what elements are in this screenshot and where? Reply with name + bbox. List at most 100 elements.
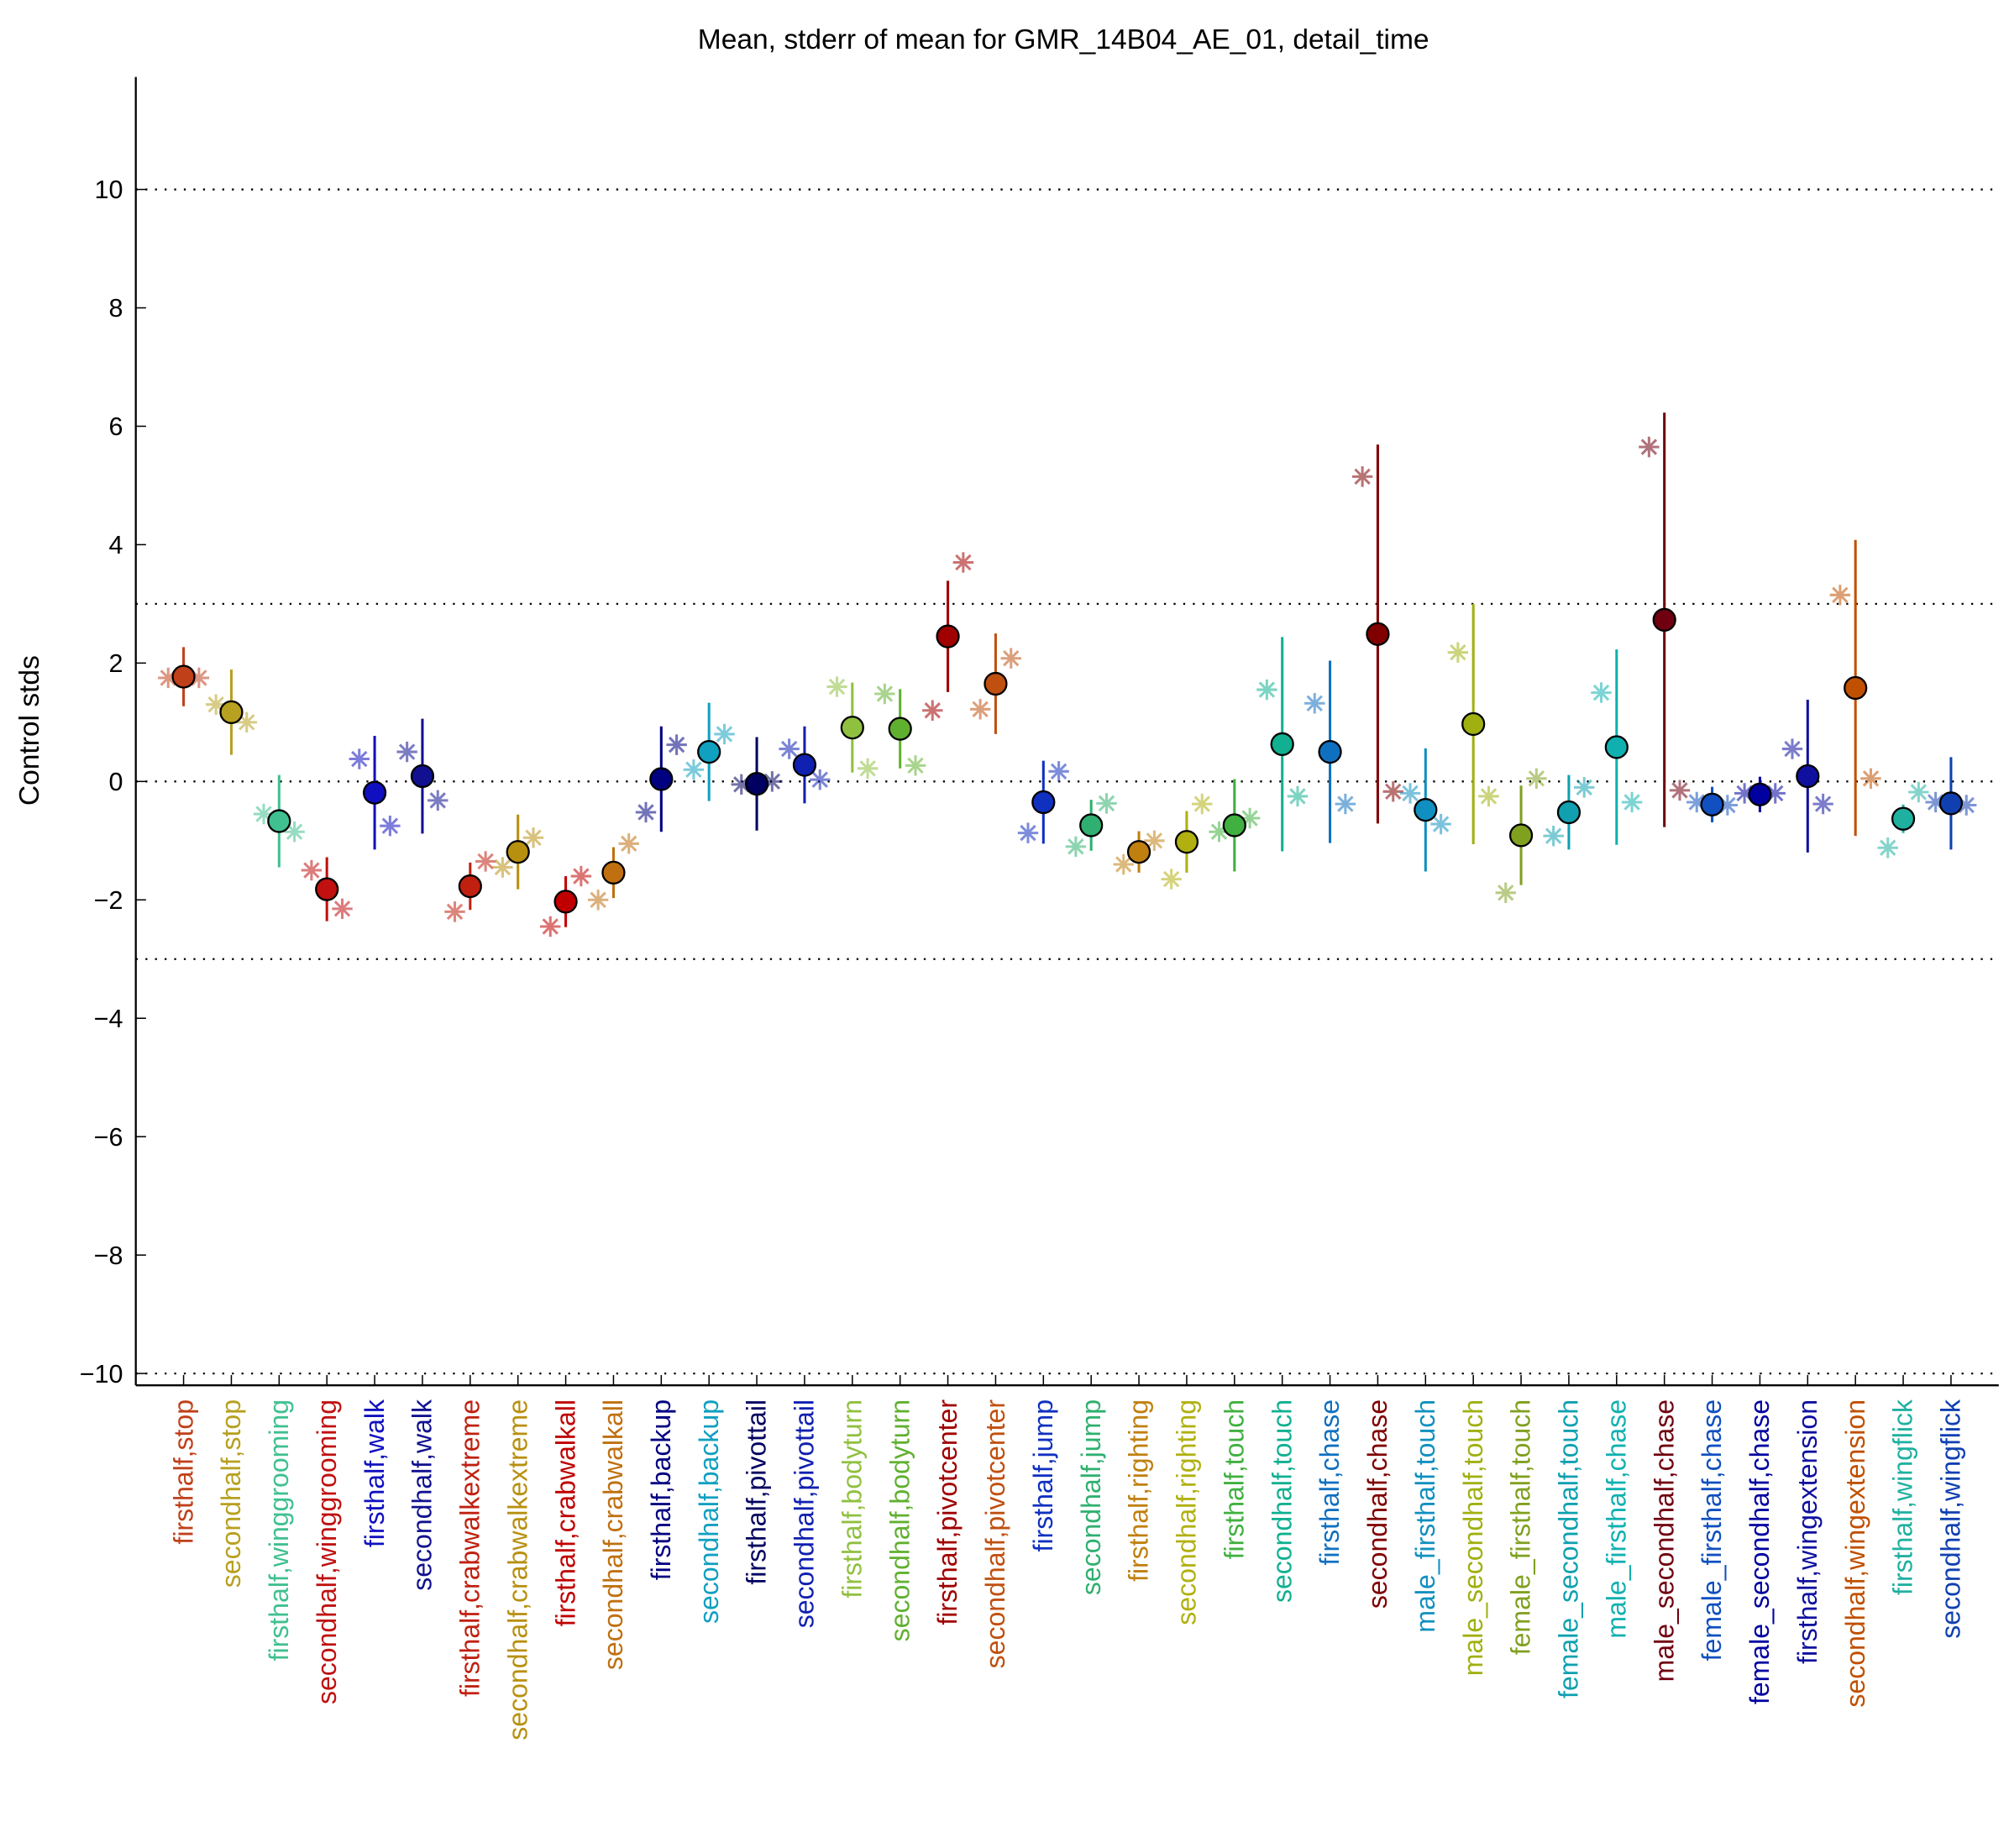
x-tick-label: secondhalf,pivotcenter xyxy=(980,1399,1010,1669)
marker-star xyxy=(952,552,974,573)
marker-star xyxy=(731,774,752,795)
mean-marker xyxy=(219,700,244,724)
marker-star xyxy=(1956,795,1977,816)
marker-star xyxy=(1621,791,1643,813)
marker-star xyxy=(284,822,305,843)
marker-star xyxy=(1717,795,1739,816)
marker-star xyxy=(236,711,257,733)
marker-star xyxy=(1239,807,1261,829)
marker-star xyxy=(1591,682,1612,703)
marker-star xyxy=(1829,585,1851,606)
mean-marker xyxy=(1126,840,1151,864)
marker-star xyxy=(635,801,657,823)
marker-star xyxy=(1096,793,1117,814)
marker-star xyxy=(396,741,417,763)
marker-star xyxy=(1925,791,1946,813)
y-tick-label: −2 xyxy=(94,886,123,915)
marker-star xyxy=(1065,836,1087,858)
mean-marker xyxy=(888,717,912,741)
mean-marker xyxy=(506,840,530,864)
mean-marker xyxy=(1318,739,1342,764)
marker-star xyxy=(857,758,879,780)
mean-marker xyxy=(1700,792,1724,816)
mean-marker xyxy=(1461,711,1486,737)
x-tick-label: firsthalf,chase xyxy=(1314,1399,1345,1566)
marker-star xyxy=(683,759,705,780)
x-tick-label: secondhalf,wingflick xyxy=(1936,1399,1966,1639)
x-tick-label: firsthalf,walk xyxy=(359,1399,390,1547)
mean-marker xyxy=(744,772,769,796)
mean-marker xyxy=(1796,764,1820,789)
marker-star xyxy=(1144,830,1165,851)
mean-marker xyxy=(1414,798,1438,822)
mean-marker xyxy=(601,860,626,885)
x-tick-label: firsthalf,stop xyxy=(168,1399,198,1545)
x-tick-label: firsthalf,touch xyxy=(1219,1399,1249,1559)
mean-marker xyxy=(458,874,482,899)
mean-marker xyxy=(984,671,1008,696)
x-tick-label: female_firsthalf,touch xyxy=(1506,1399,1536,1655)
marker-star xyxy=(1734,783,1755,804)
mean-marker xyxy=(1748,782,1772,806)
marker-star xyxy=(618,833,639,854)
marker-star xyxy=(1447,642,1469,663)
y-tick-label: 2 xyxy=(108,649,123,678)
x-tick-label: secondhalf,wingextension xyxy=(1840,1399,1870,1708)
y-tick-label: −4 xyxy=(94,1005,123,1033)
mean-marker xyxy=(1270,732,1294,757)
y-tick-label: 10 xyxy=(95,176,123,204)
marker-star xyxy=(1161,869,1182,890)
mean-marker xyxy=(1938,791,1964,816)
mean-marker xyxy=(840,716,864,740)
marker-star xyxy=(1860,768,1881,789)
x-tick-label: firsthalf,bodyturn xyxy=(837,1399,867,1599)
x-tick-label: secondhalf,bodyturn xyxy=(884,1399,915,1641)
marker-star xyxy=(1048,761,1069,782)
x-tick-label: firsthalf,wingextension xyxy=(1792,1399,1823,1664)
marker-star xyxy=(205,694,227,715)
mean-marker xyxy=(1556,800,1581,825)
x-tick-label: secondhalf,pivottail xyxy=(789,1399,820,1628)
marker-star xyxy=(332,898,353,920)
mean-marker xyxy=(1031,790,1056,815)
marker-star xyxy=(1351,466,1373,487)
mean-marker xyxy=(410,764,435,789)
y-tick-label: 0 xyxy=(108,768,123,796)
mean-marker xyxy=(1222,813,1246,837)
x-tick-label: firsthalf,crabwalkextreme xyxy=(455,1399,485,1697)
mean-marker xyxy=(553,890,578,914)
marker-star xyxy=(301,859,323,881)
mean-marker xyxy=(792,753,817,777)
marker-star xyxy=(762,771,783,792)
marker-star xyxy=(1430,813,1451,835)
marker-star xyxy=(666,734,687,755)
x-tick-label: secondhalf,touch xyxy=(1267,1399,1297,1603)
marker-star xyxy=(1781,738,1803,759)
x-tick-label: secondhalf,winggrooming xyxy=(312,1399,342,1704)
marker-star xyxy=(905,755,926,776)
mean-marker xyxy=(936,624,960,648)
mean-marker xyxy=(267,809,291,833)
marker-star xyxy=(1256,679,1277,701)
marker-star xyxy=(714,723,735,745)
marker-star xyxy=(810,769,831,790)
marker-star xyxy=(1017,822,1039,843)
mean-marker xyxy=(171,664,196,689)
mean-marker xyxy=(315,877,339,901)
y-axis-label: Control stds xyxy=(14,655,45,806)
marker-star xyxy=(1495,882,1516,904)
y-tick-label: 8 xyxy=(108,294,123,323)
x-tick-label: male_secondhalf,chase xyxy=(1649,1399,1679,1682)
marker-star xyxy=(1478,785,1499,807)
marker-star xyxy=(1399,783,1421,804)
x-tick-label: secondhalf,walk xyxy=(407,1399,438,1591)
marker-star xyxy=(1765,783,1786,804)
marker-star xyxy=(1639,436,1660,458)
x-tick-label: firsthalf,backup xyxy=(646,1399,676,1580)
marker-star xyxy=(188,667,210,689)
y-tick-label: 6 xyxy=(108,412,123,441)
marker-star xyxy=(874,683,895,705)
marker-star xyxy=(158,667,179,689)
x-tick-label: firsthalf,pivottail xyxy=(742,1399,772,1585)
